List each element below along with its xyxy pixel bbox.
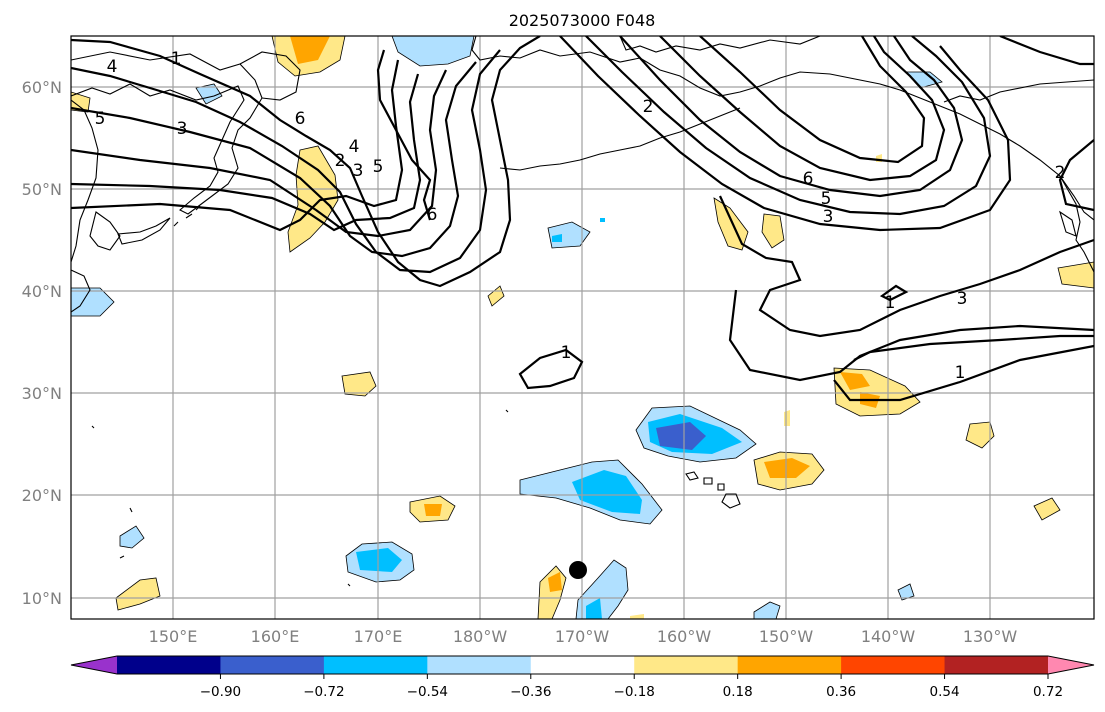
contour-label: 2 (1055, 163, 1066, 183)
contour-label: 2 (643, 97, 654, 117)
longitude-labels: 150°E 160°E 170°E 180°W 170°W 160°W 150°… (149, 627, 1018, 646)
contour-label: 3 (823, 207, 834, 227)
contour-label: 3 (353, 161, 364, 181)
lat-label: 50°N (22, 180, 62, 199)
colorbar-segment (737, 656, 842, 674)
colorbar-tick-label: −0.54 (407, 684, 448, 700)
contour-label: 5 (373, 157, 384, 177)
lon-label: 170°W (555, 627, 610, 646)
contour-label: 3 (957, 289, 968, 309)
lon-label: 150°W (759, 627, 814, 646)
colorbar-tick-label: 0.36 (826, 684, 856, 700)
colorbar-tick-label: −0.36 (510, 684, 551, 700)
contour-label: 5 (95, 109, 106, 129)
colorbar-segment (944, 656, 1049, 674)
colorbar-segment (634, 656, 739, 674)
map-area: 1 4 5 3 6 2 3 4 5 6 2 6 5 3 2 3 1 1 1 (71, 36, 1094, 619)
height-contours (71, 36, 1094, 402)
latitude-labels: 60°N 50°N 40°N 30°N 20°N 10°N (22, 78, 62, 608)
map-frame (70, 35, 1095, 620)
map-title: 2025073000 F048 (509, 11, 656, 30)
contour-label: 6 (295, 109, 306, 129)
lat-label: 10°N (22, 589, 62, 608)
lon-label: 180°W (453, 627, 508, 646)
colorbar-segment (220, 656, 325, 674)
lat-label: 60°N (22, 78, 62, 97)
contour-labels: 1 4 5 3 6 2 3 4 5 6 2 6 5 3 2 3 1 1 1 (95, 49, 1066, 383)
lon-label: 160°E (251, 627, 300, 646)
contour-label: 1 (561, 343, 572, 363)
colorbar-tick-label: 0.72 (1033, 684, 1063, 700)
contour-label: 1 (885, 293, 896, 313)
storm-center-marker (569, 561, 587, 579)
colorbar-segment (117, 656, 221, 674)
contour-label: 2 (335, 151, 346, 171)
shaded-anomalies (71, 36, 1094, 619)
contour-label: 5 (821, 189, 832, 209)
colorbar-tick-label: −0.18 (614, 684, 655, 700)
colorbar-tick-label: −0.72 (303, 684, 344, 700)
colorbar-extend-min (71, 656, 117, 674)
contour-label: 1 (171, 49, 182, 69)
colorbar-tick-label: 0.54 (930, 684, 960, 700)
lon-label: 170°E (354, 627, 403, 646)
lat-label: 20°N (22, 486, 62, 505)
colorbar-segment (427, 656, 532, 674)
lon-label: 130°W (963, 627, 1018, 646)
lon-label: 140°W (861, 627, 916, 646)
contour-label: 6 (803, 169, 814, 189)
colorbar: −0.90 −0.72 −0.54 −0.36 −0.18 0.18 0.36 0.54 0.7… (70, 655, 1095, 700)
colorbar-segment (841, 656, 946, 674)
coastlines (71, 36, 1094, 587)
colorbar-extend-max (1048, 656, 1094, 674)
contour-label: 4 (107, 57, 118, 77)
contour-label: 6 (427, 205, 438, 225)
colorbar-segment (323, 656, 428, 674)
contour-label: 1 (955, 363, 966, 383)
colorbar-segment (530, 656, 635, 674)
contour-label: 3 (177, 119, 188, 139)
lat-label: 40°N (22, 282, 62, 301)
lon-label: 150°E (149, 627, 198, 646)
colorbar-tick-label: 0.18 (723, 684, 753, 700)
lat-label: 30°N (22, 384, 62, 403)
lon-label: 160°W (657, 627, 712, 646)
colorbar-tick-label: −0.90 (200, 684, 241, 700)
contour-label: 4 (349, 137, 360, 157)
